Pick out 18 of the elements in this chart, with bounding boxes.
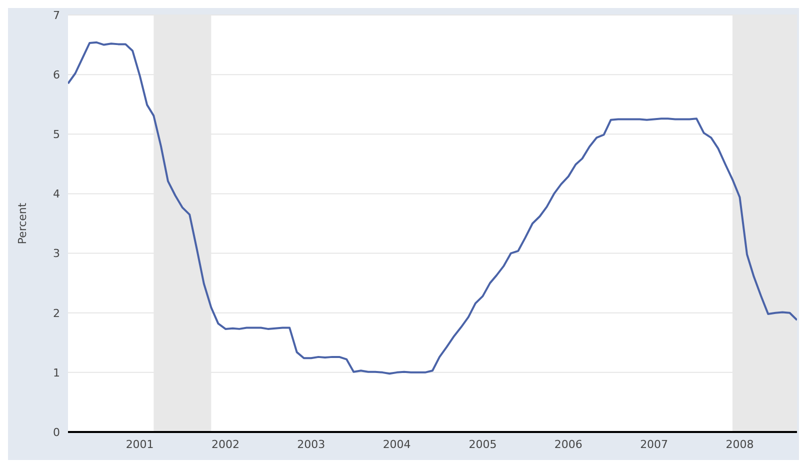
x-tick-label: 2005 [468,438,497,451]
y-tick-label: 0 [53,426,60,439]
x-tick-label: 2001 [126,438,154,451]
x-tick-label: 2004 [382,438,411,451]
y-tick-label: 6 [53,68,60,82]
y-tick-label: 7 [53,8,60,22]
y-tick-label: 2 [53,306,60,320]
y-axis-title: Percent [16,202,29,244]
y-tick-label: 1 [53,366,60,380]
x-tick-label: 2002 [211,438,240,451]
x-tick-label: 2007 [640,438,668,451]
y-tick-label: 3 [53,247,60,260]
x-tick-label: 2006 [554,438,582,451]
y-tick-label: 4 [53,188,60,201]
line-series [68,41,797,375]
x-tick-label: 2008 [726,438,754,451]
y-tick-label: 5 [53,128,60,142]
x-tick-label: 2003 [297,438,326,451]
